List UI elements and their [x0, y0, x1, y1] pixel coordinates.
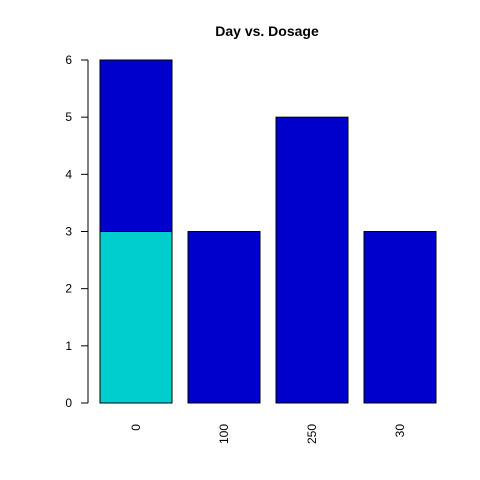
bars: [99, 59, 437, 404]
bar-segment: [363, 231, 437, 404]
x-axis-labels: 0 100 250 30: [129, 424, 407, 444]
y-axis: 0 1 2 3 4 5 6: [65, 53, 89, 410]
x-tick-label: 100: [217, 424, 231, 444]
bar-segment: [99, 231, 173, 404]
chart-title: Day vs. Dosage: [215, 23, 319, 39]
y-tick-label: 6: [65, 53, 72, 67]
y-tick-label: 1: [65, 339, 72, 353]
x-tick-label: 250: [305, 424, 319, 444]
bar-segment: [187, 231, 261, 404]
bar-segment: [99, 59, 173, 232]
y-tick-label: 2: [65, 282, 72, 296]
x-tick-label: 0: [129, 424, 143, 431]
bar-segment: [275, 116, 349, 404]
y-tick-label: 5: [65, 110, 72, 124]
y-tick-label: 4: [65, 167, 72, 181]
y-tick-label: 3: [65, 225, 72, 239]
x-tick-label: 30: [393, 424, 407, 438]
y-tick-label: 0: [65, 396, 72, 410]
